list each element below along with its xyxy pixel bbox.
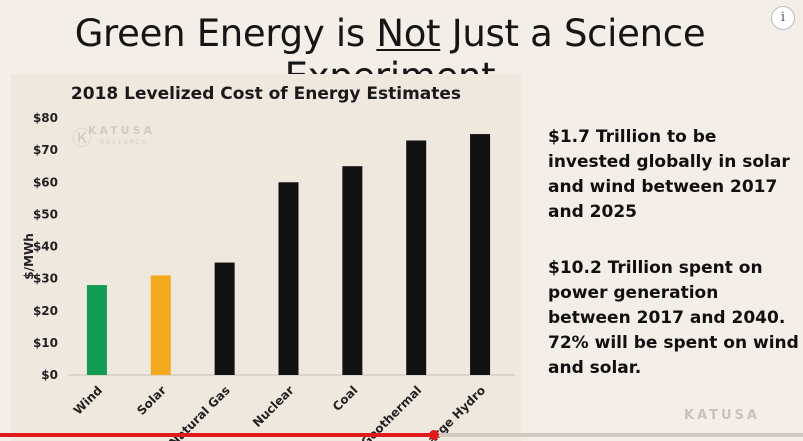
watermark-sub: RESEARCH [100, 139, 149, 146]
investment-text-2: $10.2 Trillion spent on power generation… [548, 258, 799, 378]
slide-title-emphasis: Not [376, 12, 441, 55]
y-tick-label: $50 [33, 207, 58, 221]
y-tick-label: $40 [33, 240, 58, 254]
chart-panel [11, 74, 521, 441]
bar [406, 140, 427, 375]
progress-knob[interactable] [428, 430, 439, 440]
chart-title: 2018 Levelized Cost of Energy Estimates [70, 84, 462, 104]
y-tick-label: $80 [33, 111, 58, 125]
y-axis-label: $/MWh [22, 233, 36, 279]
investment-text-1: $1.7 Trillion to be invested globally in… [548, 127, 790, 222]
y-tick-label: $70 [33, 143, 58, 157]
video-progress-bar[interactable] [0, 430, 803, 440]
x-tick-label: Solar [134, 383, 169, 418]
y-tick-label: $60 [33, 175, 58, 189]
watermark-brand: KATUSA [88, 124, 156, 137]
bar [86, 285, 107, 375]
bar [150, 275, 171, 375]
watermark-logo: Ⓚ KATUSA RESEARCH [72, 122, 162, 152]
bar [470, 134, 491, 375]
progress-fill [0, 433, 434, 437]
x-tick-label: Nuclear [250, 383, 297, 430]
x-tick-label: Wind [71, 383, 105, 417]
info-icon[interactable]: i [771, 6, 795, 30]
watermark-k-icon: Ⓚ [72, 126, 92, 150]
y-tick-label: $10 [33, 336, 58, 350]
bar [342, 166, 363, 375]
bottom-watermark-logo: KATUSA [684, 408, 760, 423]
y-tick-label: $30 [33, 272, 58, 286]
bar [214, 262, 235, 375]
x-tick-label: Coal [330, 383, 361, 414]
y-tick-label: $20 [33, 304, 58, 318]
slide-title-pre: Green Energy is [74, 12, 377, 55]
y-tick-label: $0 [41, 368, 58, 382]
bar [278, 182, 299, 375]
